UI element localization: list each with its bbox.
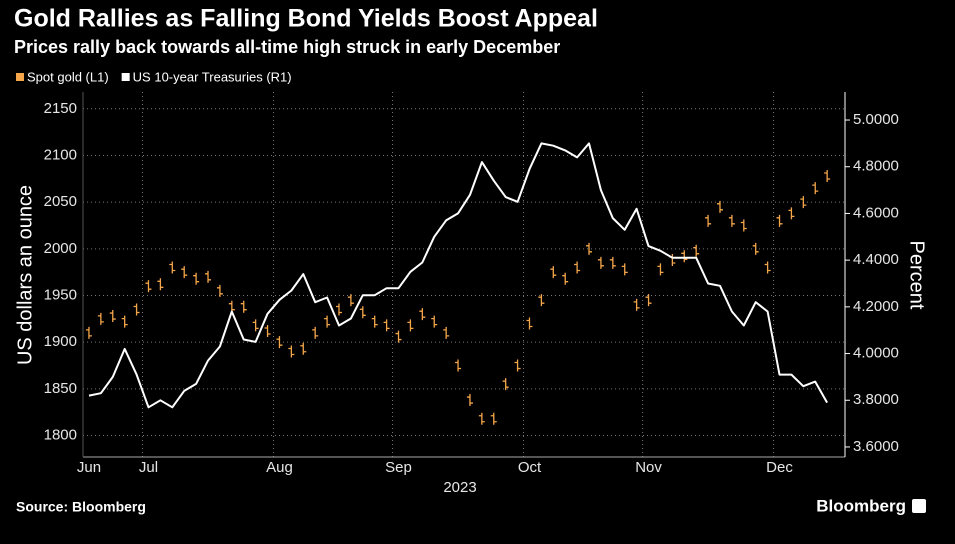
y2-tick-label: 4.8000 bbox=[853, 158, 899, 175]
price-bar bbox=[764, 261, 771, 274]
legend-label: US 10-year Treasuries (R1) bbox=[133, 69, 292, 84]
x-tick-label: Dec bbox=[766, 459, 793, 476]
y2-tick-label: 4.0000 bbox=[853, 345, 899, 362]
price-bar bbox=[526, 317, 533, 330]
price-bar bbox=[252, 319, 259, 332]
x-tick-label: Jun bbox=[77, 459, 101, 476]
price-bar bbox=[621, 263, 628, 276]
price-bar bbox=[776, 214, 783, 227]
price-bar bbox=[716, 200, 723, 213]
y-tick-label: 2050 bbox=[44, 193, 77, 210]
price-bar bbox=[312, 326, 319, 339]
price-bar bbox=[490, 412, 497, 425]
chart-title: Gold Rallies as Falling Bond Yields Boos… bbox=[14, 5, 598, 33]
chart-subtitle: Prices rally back towards all-time high … bbox=[14, 37, 560, 57]
price-bar bbox=[586, 242, 593, 255]
x-tick-label: Jul bbox=[139, 459, 158, 476]
y-tick-label: 1850 bbox=[44, 380, 77, 397]
price-bar bbox=[574, 261, 581, 274]
price-bar bbox=[514, 359, 521, 372]
y-tick-label: 1800 bbox=[44, 426, 77, 443]
price-bar bbox=[145, 280, 152, 293]
source: Source: Bloomberg bbox=[16, 499, 146, 515]
legend-label: Spot gold (L1) bbox=[27, 69, 109, 84]
price-bar bbox=[407, 319, 414, 332]
price-bar bbox=[109, 310, 116, 323]
price-bar bbox=[812, 182, 819, 195]
price-bar bbox=[728, 214, 735, 227]
price-bar bbox=[240, 300, 247, 313]
price-bar bbox=[371, 315, 378, 328]
price-bar bbox=[300, 342, 307, 355]
price-bar bbox=[157, 278, 164, 291]
price-bar bbox=[740, 219, 747, 232]
price-bar bbox=[324, 315, 331, 328]
price-bar bbox=[502, 378, 509, 391]
price-bar bbox=[693, 244, 700, 257]
price-bar bbox=[359, 306, 366, 319]
y2-tick-label: 4.2000 bbox=[853, 298, 899, 315]
price-bar bbox=[443, 326, 450, 339]
y-tick-label: 2100 bbox=[44, 146, 77, 163]
price-bar bbox=[681, 250, 688, 263]
price-bar bbox=[633, 298, 640, 311]
price-bar bbox=[550, 266, 557, 279]
x-tick-label: Oct bbox=[518, 459, 542, 476]
price-bar bbox=[455, 359, 462, 372]
price-bar bbox=[181, 266, 188, 279]
y2-tick-label: 3.8000 bbox=[853, 391, 899, 408]
y2-tick-label: 5.0000 bbox=[853, 111, 899, 128]
price-bar bbox=[97, 312, 104, 325]
y-tick-label: 2150 bbox=[44, 100, 77, 117]
price-bar bbox=[205, 270, 212, 283]
price-bar bbox=[705, 214, 712, 227]
brand: Bloomberg bbox=[816, 496, 906, 515]
price-bar bbox=[335, 303, 342, 316]
y-tick-label: 2000 bbox=[44, 240, 77, 257]
price-bar bbox=[85, 326, 92, 339]
price-bar bbox=[800, 196, 807, 209]
price-bar bbox=[431, 315, 438, 328]
price-bar bbox=[216, 284, 223, 297]
yield-line bbox=[88, 142, 828, 409]
y-tick-label: 1900 bbox=[44, 333, 77, 350]
price-bar bbox=[419, 308, 426, 321]
price-bar bbox=[264, 324, 271, 337]
price-bar bbox=[657, 263, 664, 276]
price-bar bbox=[395, 330, 402, 343]
price-bar bbox=[383, 319, 390, 332]
x-tick-label: Aug bbox=[266, 459, 293, 476]
price-bar bbox=[466, 394, 473, 407]
y2-axis-label: Percent bbox=[906, 241, 928, 310]
price-bar bbox=[276, 336, 283, 349]
x-tick-label: Sep bbox=[385, 459, 412, 476]
legend-swatch bbox=[16, 73, 24, 81]
price-bar bbox=[538, 294, 545, 307]
price-bar bbox=[288, 345, 295, 358]
price-bar bbox=[645, 294, 652, 307]
legend-swatch bbox=[121, 73, 130, 81]
x-axis-label: 2023 bbox=[443, 479, 476, 496]
price-bar bbox=[597, 256, 604, 269]
x-tick-label: Nov bbox=[635, 459, 662, 476]
price-bar bbox=[347, 294, 354, 307]
y-tick-label: 1950 bbox=[44, 286, 77, 303]
y2-tick-label: 4.4000 bbox=[853, 251, 899, 268]
price-bar bbox=[193, 272, 200, 285]
price-bar bbox=[169, 261, 176, 274]
y2-tick-label: 4.6000 bbox=[853, 204, 899, 221]
price-bar bbox=[609, 256, 616, 269]
y2-tick-label: 3.6000 bbox=[853, 438, 899, 455]
price-bar bbox=[752, 242, 759, 255]
price-bar bbox=[121, 315, 128, 328]
price-bar bbox=[133, 303, 140, 316]
y-axis-label: US dollars an ounce bbox=[14, 185, 36, 365]
price-bar bbox=[824, 170, 831, 183]
brand-icon bbox=[912, 499, 926, 513]
price-bar bbox=[788, 207, 795, 220]
price-bar bbox=[562, 272, 569, 285]
price-bar bbox=[478, 412, 485, 425]
